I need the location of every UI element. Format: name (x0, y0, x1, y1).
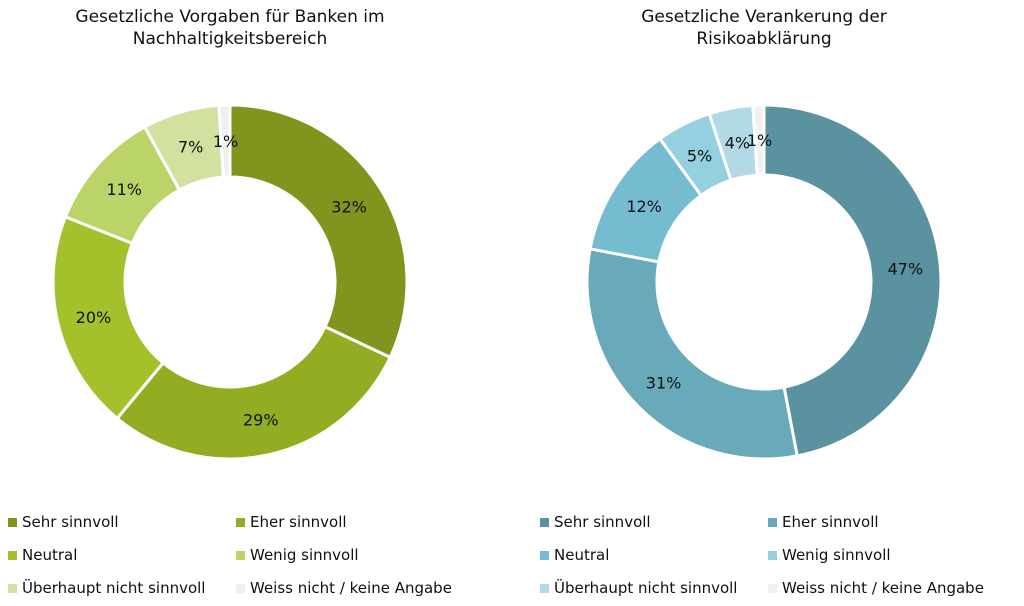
legend-item-left-4: Überhaupt nicht sinnvoll (8, 578, 205, 598)
slice-label-left-5: 1% (213, 132, 238, 151)
legend-item-right-2: Neutral (540, 545, 609, 565)
legend-item-right-4: Überhaupt nicht sinnvoll (540, 578, 737, 598)
chart-title-left: Gesetzliche Vorgaben für Banken im Nachh… (75, 7, 385, 49)
legend-label: Eher sinnvoll (782, 513, 879, 531)
legend-swatch (8, 583, 17, 593)
legend-swatch (8, 550, 17, 560)
legend-swatch (768, 517, 777, 527)
slice-label-right-5: 1% (747, 131, 772, 150)
legend-label: Wenig sinnvoll (782, 546, 891, 564)
legend-label: Überhaupt nicht sinnvoll (22, 579, 206, 597)
legend-label: Eher sinnvoll (250, 513, 347, 531)
slice-label-right-4: 4% (725, 134, 750, 153)
legend-swatch (8, 517, 17, 527)
legend-swatch (540, 550, 549, 560)
slice-label-left-4: 7% (178, 138, 203, 157)
donut-slice-left-2 (51, 214, 166, 421)
chart-title-right: Gesetzliche Verankerung der Risikoabklär… (641, 7, 887, 49)
slice-label-left-2: 20% (76, 308, 112, 327)
slice-label-right-3: 5% (687, 146, 712, 165)
legend-left: Sehr sinnvoll Eher sinnvoll Neutral Wenig s… (8, 512, 478, 606)
donut-slice-right-1 (585, 247, 799, 461)
legend-swatch (236, 583, 245, 593)
legend-label: Wenig sinnvoll (250, 546, 359, 564)
legend-label: Neutral (554, 546, 610, 564)
slice-label-right-2: 12% (626, 197, 662, 216)
legend-item-right-0: Sehr sinnvoll (540, 512, 651, 532)
donut-slice-left-1 (115, 324, 393, 461)
slice-label-left-3: 11% (106, 180, 142, 199)
legend-item-left-0: Sehr sinnvoll (8, 512, 119, 532)
legend-item-right-5: Weiss nicht / keine Angabe (768, 578, 984, 598)
legend-item-right-1: Eher sinnvoll (768, 512, 879, 532)
slice-label-left-1: 29% (243, 411, 279, 430)
legend-item-right-3: Wenig sinnvoll (768, 545, 891, 565)
legend-label: Sehr sinnvoll (554, 513, 651, 531)
legend-item-left-3: Wenig sinnvoll (236, 545, 359, 565)
legend-swatch (540, 583, 549, 593)
donut-slice-left-0 (228, 103, 409, 360)
legend-swatch (768, 550, 777, 560)
legend-swatch (540, 517, 549, 527)
legend-label: Neutral (22, 546, 78, 564)
legend-label: Sehr sinnvoll (22, 513, 119, 531)
donut-slice-right-0 (762, 103, 943, 458)
legend-label: Weiss nicht / keine Angabe (782, 579, 984, 597)
legend-item-left-5: Weiss nicht / keine Angabe (236, 578, 452, 598)
legend-right: Sehr sinnvoll Eher sinnvoll Neutral Wenig s… (540, 512, 1010, 606)
legend-item-left-2: Neutral (8, 545, 77, 565)
legend-label: Überhaupt nicht sinnvoll (554, 579, 738, 597)
legend-swatch (768, 583, 777, 593)
donut-slice-right-5 (751, 103, 766, 177)
donut-slice-left-5 (217, 103, 232, 179)
slice-label-right-0: 47% (888, 260, 924, 279)
legend-item-left-1: Eher sinnvoll (236, 512, 347, 532)
slice-label-right-1: 31% (646, 373, 682, 392)
legend-label: Weiss nicht / keine Angabe (250, 579, 452, 597)
legend-swatch (236, 517, 245, 527)
slice-label-left-0: 32% (331, 197, 367, 216)
legend-swatch (236, 550, 245, 560)
